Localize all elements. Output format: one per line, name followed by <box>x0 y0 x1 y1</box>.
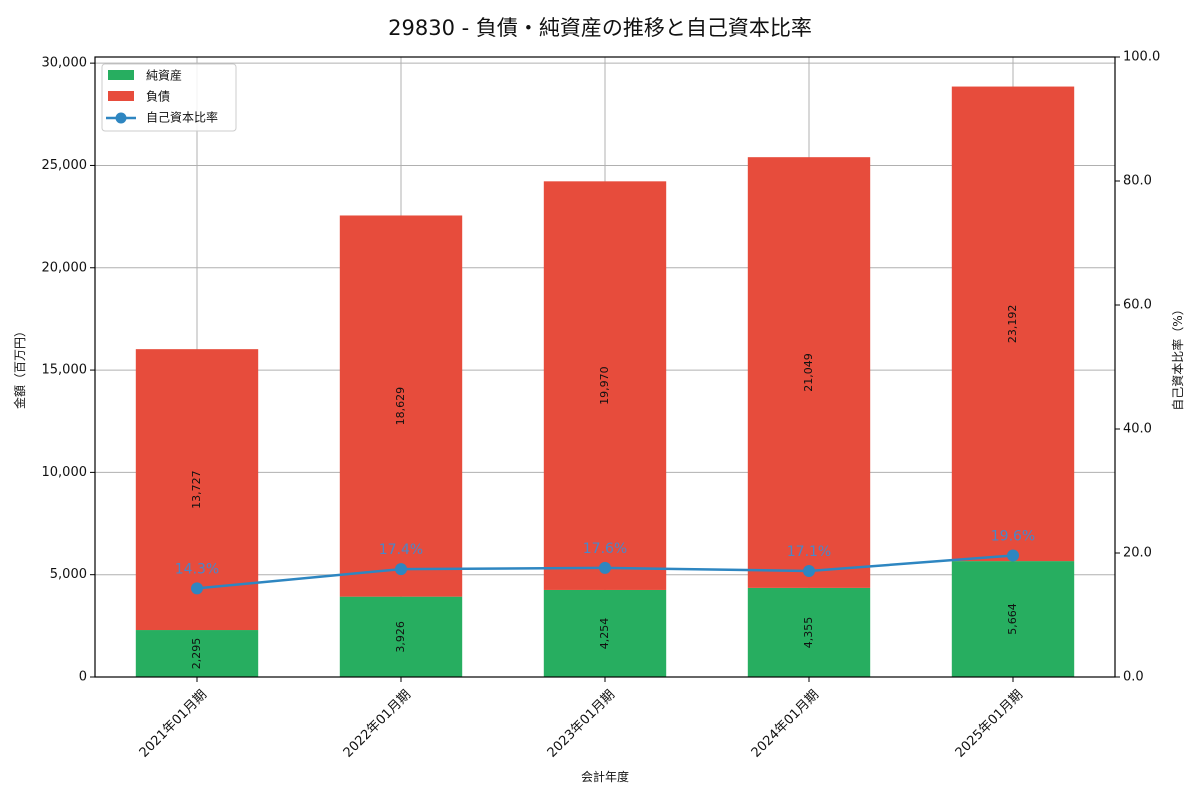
legend <box>101 63 237 132</box>
y-right-tick-label: 20.0 <box>1123 546 1152 561</box>
bar-value-label: 19,970 <box>598 366 611 405</box>
bar-value-label: 21,049 <box>802 353 815 392</box>
y-tick-label: 15,000 <box>42 363 88 378</box>
bar-liabilities <box>747 157 871 588</box>
legend-swatch-net-assets <box>108 70 134 80</box>
ratio-label: 19.6% <box>991 528 1035 544</box>
bar-value-label: 18,629 <box>394 387 407 426</box>
bar-net-assets <box>951 561 1075 677</box>
bar-liabilities <box>951 86 1075 562</box>
ratio-label: 14.3% <box>175 561 219 577</box>
y-right-tick-label: 60.0 <box>1123 298 1152 313</box>
ratio-label: 17.4% <box>379 542 423 558</box>
x-tick-label: 2022年01月期 <box>341 687 414 760</box>
bar-value-label: 2,295 <box>190 638 203 670</box>
y-tick-label: 30,000 <box>42 56 88 71</box>
bar-value-label: 5,664 <box>1006 603 1019 635</box>
ratio-label: 17.1% <box>787 544 831 560</box>
y-right-tick-label: 80.0 <box>1123 174 1152 189</box>
x-axis-label: 会計年度 <box>581 769 629 784</box>
x-tick-label: 2021年01月期 <box>137 687 210 760</box>
ratio-label: 17.6% <box>583 541 627 557</box>
x-tick-label: 2024年01月期 <box>749 687 822 760</box>
bar-value-label: 13,727 <box>190 470 203 509</box>
ratio-marker <box>803 564 815 577</box>
y-right-tick-label: 100.0 <box>1123 50 1160 65</box>
ratio-marker <box>191 582 203 595</box>
bar-net-assets <box>339 596 463 677</box>
y-tick-label: 0 <box>79 670 87 685</box>
legend-marker <box>115 112 127 124</box>
y-tick-label: 5,000 <box>50 567 87 582</box>
x-tick-label: 2023年01月期 <box>545 687 618 760</box>
bar-value-label: 4,355 <box>802 617 815 649</box>
ratio-marker <box>395 563 407 576</box>
bar-value-label: 23,192 <box>1006 305 1019 344</box>
bar-net-assets <box>747 587 871 677</box>
legend-label: 自己資本比率 <box>146 110 218 125</box>
legend-swatch-liabilities <box>108 91 134 101</box>
y-tick-label: 10,000 <box>42 465 88 480</box>
bar-value-label: 4,254 <box>598 618 611 650</box>
y-right-tick-label: 0.0 <box>1123 670 1144 685</box>
x-tick-label: 2025年01月期 <box>953 687 1026 760</box>
legend-label: 純資産 <box>146 68 182 83</box>
bar-net-assets <box>543 589 667 677</box>
legend-label: 負債 <box>146 89 170 104</box>
ratio-marker <box>599 561 611 574</box>
y-axis-label: 金額（百万円） <box>12 325 27 409</box>
y-right-axis-label: 自己資本比率（%） <box>1170 303 1185 410</box>
y-right-tick-label: 40.0 <box>1123 422 1152 437</box>
bar-liabilities <box>339 215 463 597</box>
bar-net-assets <box>135 630 259 677</box>
bar-liabilities <box>543 181 667 590</box>
y-tick-label: 25,000 <box>42 158 88 173</box>
bar-value-label: 3,926 <box>394 621 407 653</box>
ratio-marker <box>1007 549 1019 562</box>
y-tick-label: 20,000 <box>42 260 88 275</box>
chart-title: 29830 - 負債・純資産の推移と自己資本比率 <box>388 16 812 40</box>
